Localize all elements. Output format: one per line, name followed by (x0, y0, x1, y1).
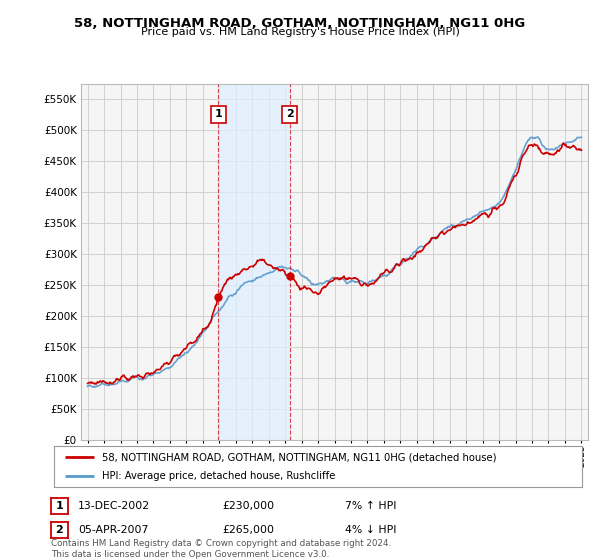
Text: £230,000: £230,000 (222, 501, 274, 511)
Text: HPI: Average price, detached house, Rushcliffe: HPI: Average price, detached house, Rush… (101, 471, 335, 481)
Text: 13-DEC-2002: 13-DEC-2002 (78, 501, 150, 511)
Text: 2: 2 (286, 109, 293, 119)
Text: £265,000: £265,000 (222, 525, 274, 535)
Text: 2: 2 (56, 525, 63, 535)
Text: Contains HM Land Registry data © Crown copyright and database right 2024.
This d: Contains HM Land Registry data © Crown c… (51, 539, 391, 559)
Bar (218, 84, 290, 440)
Text: 7% ↑ HPI: 7% ↑ HPI (345, 501, 397, 511)
Text: 1: 1 (56, 501, 63, 511)
Text: 58, NOTTINGHAM ROAD, GOTHAM, NOTTINGHAM, NG11 0HG: 58, NOTTINGHAM ROAD, GOTHAM, NOTTINGHAM,… (74, 17, 526, 30)
Text: 4% ↓ HPI: 4% ↓ HPI (345, 525, 397, 535)
Text: 58, NOTTINGHAM ROAD, GOTHAM, NOTTINGHAM, NG11 0HG (detached house): 58, NOTTINGHAM ROAD, GOTHAM, NOTTINGHAM,… (101, 452, 496, 463)
Text: Price paid vs. HM Land Registry's House Price Index (HPI): Price paid vs. HM Land Registry's House … (140, 27, 460, 37)
Text: 05-APR-2007: 05-APR-2007 (78, 525, 148, 535)
Text: 1: 1 (215, 109, 223, 119)
